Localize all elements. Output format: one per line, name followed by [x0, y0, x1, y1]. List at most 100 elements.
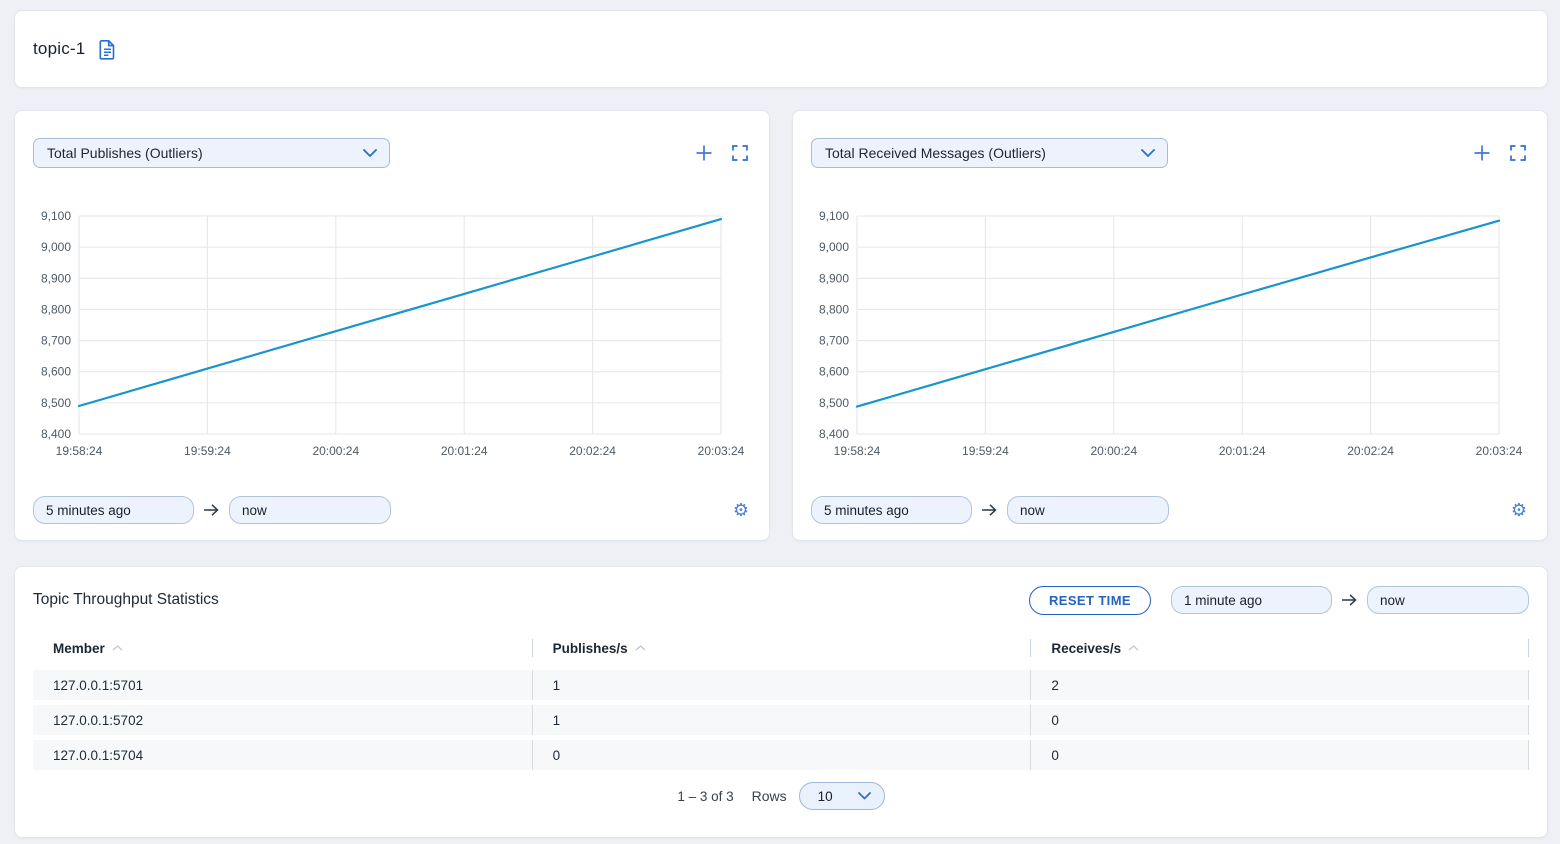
- publishes-chart-card: Total Publishes (Outliers) 9,100 9,000 8,9…: [14, 110, 770, 541]
- y-axis-label: 9,000: [819, 240, 849, 254]
- y-axis-label: 9,100: [819, 209, 849, 223]
- metric-select-value: Total Received Messages (Outliers): [825, 145, 1046, 161]
- charts-row: Total Publishes (Outliers) 9,100 9,000 8,9…: [14, 110, 1548, 541]
- time-from-input[interactable]: [811, 496, 972, 524]
- throughput-stats-card: Topic Throughput Statistics RESET TIME M…: [14, 566, 1548, 838]
- throughput-table: Member Publishes/s Receives/s: [33, 635, 1529, 770]
- x-axis-label: 20:00:24: [312, 444, 359, 458]
- time-range-group: [33, 496, 391, 524]
- reset-time-button[interactable]: RESET TIME: [1028, 585, 1151, 615]
- chart-canvas: 9,100 9,000 8,900 8,800 8,700 8,600 8,500 8,400…: [819, 209, 1523, 458]
- time-from-input[interactable]: [1171, 586, 1332, 614]
- series-line: [855, 219, 1501, 408]
- table-cell: 0: [1030, 705, 1529, 735]
- arrow-right-icon: [981, 503, 998, 517]
- column-header-publishes[interactable]: Publishes/s: [531, 639, 1031, 657]
- sort-asc-icon: [112, 645, 123, 651]
- metric-select[interactable]: Total Received Messages (Outliers): [811, 138, 1168, 168]
- table-cell: 127.0.0.1:5701: [53, 677, 144, 693]
- x-axis-label: 19:59:24: [962, 444, 1009, 458]
- chevron-down-icon: [1141, 149, 1155, 157]
- stats-title: Topic Throughput Statistics: [33, 591, 219, 608]
- arrow-right-icon: [1341, 593, 1358, 607]
- x-axis-label: 19:58:24: [834, 444, 881, 458]
- table-row[interactable]: 127.0.0.1:5702 1 0: [33, 705, 1529, 735]
- y-axis-label: 8,800: [819, 302, 849, 316]
- x-axis-label: 20:02:24: [1347, 444, 1394, 458]
- sort-asc-icon: [1128, 645, 1139, 651]
- time-to-input[interactable]: [1367, 586, 1529, 614]
- table-row[interactable]: 127.0.0.1:5701 1 2: [33, 670, 1529, 700]
- y-axis-label: 8,900: [41, 271, 71, 285]
- y-axis-label: 8,900: [819, 271, 849, 285]
- x-axis-label: 19:58:24: [56, 444, 103, 458]
- x-axis-label: 20:03:24: [1476, 444, 1523, 458]
- table-row[interactable]: 127.0.0.1:5704 0 0: [33, 740, 1529, 770]
- stats-time-controls: RESET TIME: [1028, 585, 1529, 615]
- topic-header-card: topic-1: [14, 10, 1548, 88]
- gear-icon[interactable]: ⚙: [732, 500, 749, 520]
- y-axis-label: 8,600: [819, 365, 849, 379]
- table-cell: 2: [1030, 670, 1529, 700]
- y-axis-label: 9,100: [41, 209, 71, 223]
- stats-header: Topic Throughput Statistics RESET TIME: [33, 585, 1529, 615]
- sort-asc-icon: [635, 645, 646, 651]
- y-axis-label: 8,700: [41, 334, 71, 348]
- arrow-right-icon: [203, 503, 220, 517]
- fullscreen-icon[interactable]: [731, 144, 749, 162]
- document-icon[interactable]: [98, 39, 117, 60]
- chevron-down-icon: [363, 149, 377, 157]
- table-cell: 1: [531, 670, 1031, 700]
- x-axis-label: 20:00:24: [1090, 444, 1137, 458]
- y-axis-label: 8,700: [819, 334, 849, 348]
- x-axis-label: 19:59:24: [184, 444, 231, 458]
- table-cell: 127.0.0.1:5704: [53, 747, 144, 763]
- table-cell: 127.0.0.1:5702: [53, 712, 144, 728]
- rows-per-page-value: 10: [817, 788, 833, 804]
- table-header-row: Member Publishes/s Receives/s: [33, 635, 1529, 661]
- chart-actions: [694, 143, 751, 163]
- line-chart: 9,100 9,000 8,900 8,800 8,700 8,600 8,500 8,400…: [33, 180, 751, 464]
- add-chart-icon[interactable]: [694, 143, 714, 163]
- chart-actions: [1472, 143, 1529, 163]
- chart-header: Total Publishes (Outliers): [33, 138, 751, 168]
- fullscreen-icon[interactable]: [1509, 144, 1527, 162]
- column-header-member[interactable]: Member: [33, 639, 532, 657]
- x-axis-label: 20:03:24: [698, 444, 745, 458]
- x-axis-label: 20:02:24: [569, 444, 616, 458]
- y-axis-label: 8,800: [41, 302, 71, 316]
- rows-per-page-select[interactable]: 10: [798, 782, 885, 810]
- add-chart-icon[interactable]: [1472, 143, 1492, 163]
- x-axis-label: 20:01:24: [441, 444, 488, 458]
- chart-footer: ⚙: [811, 496, 1529, 524]
- y-axis-label: 9,000: [41, 240, 71, 254]
- line-chart: 9,100 9,000 8,900 8,800 8,700 8,600 8,500 8,400…: [811, 180, 1529, 464]
- table-cell: 1: [531, 705, 1031, 735]
- time-to-input[interactable]: [1007, 496, 1169, 524]
- rows-per-page-label: Rows: [751, 788, 787, 804]
- y-axis-label: 8,400: [819, 427, 849, 441]
- metric-select[interactable]: Total Publishes (Outliers): [33, 138, 390, 168]
- chart-canvas: 9,100 9,000 8,900 8,800 8,700 8,600 8,500 8,400…: [41, 209, 745, 458]
- page-range-text: 1 – 3 of 3: [677, 788, 734, 804]
- table-cell: 0: [531, 740, 1031, 770]
- column-header-receives[interactable]: Receives/s: [1030, 639, 1529, 657]
- time-from-input[interactable]: [33, 496, 194, 524]
- time-to-input[interactable]: [229, 496, 391, 524]
- page-title: topic-1: [33, 39, 86, 58]
- received-chart-card: Total Received Messages (Outliers) 9,100…: [792, 110, 1548, 541]
- x-axis-label: 20:01:24: [1219, 444, 1266, 458]
- time-range-group: [811, 496, 1169, 524]
- y-axis-label: 8,500: [819, 396, 849, 410]
- series-line: [77, 217, 723, 408]
- table-body: 127.0.0.1:5701 1 2 127.0.0.1:5702 1 0 127.0.0.…: [33, 670, 1529, 770]
- metric-select-value: Total Publishes (Outliers): [47, 145, 203, 161]
- gear-icon[interactable]: ⚙: [1510, 500, 1527, 520]
- chevron-down-icon: [857, 792, 871, 800]
- y-axis-label: 8,600: [41, 365, 71, 379]
- table-cell: 0: [1030, 740, 1529, 770]
- y-axis-label: 8,500: [41, 396, 71, 410]
- chart-header: Total Received Messages (Outliers): [811, 138, 1529, 168]
- chart-footer: ⚙: [33, 496, 751, 524]
